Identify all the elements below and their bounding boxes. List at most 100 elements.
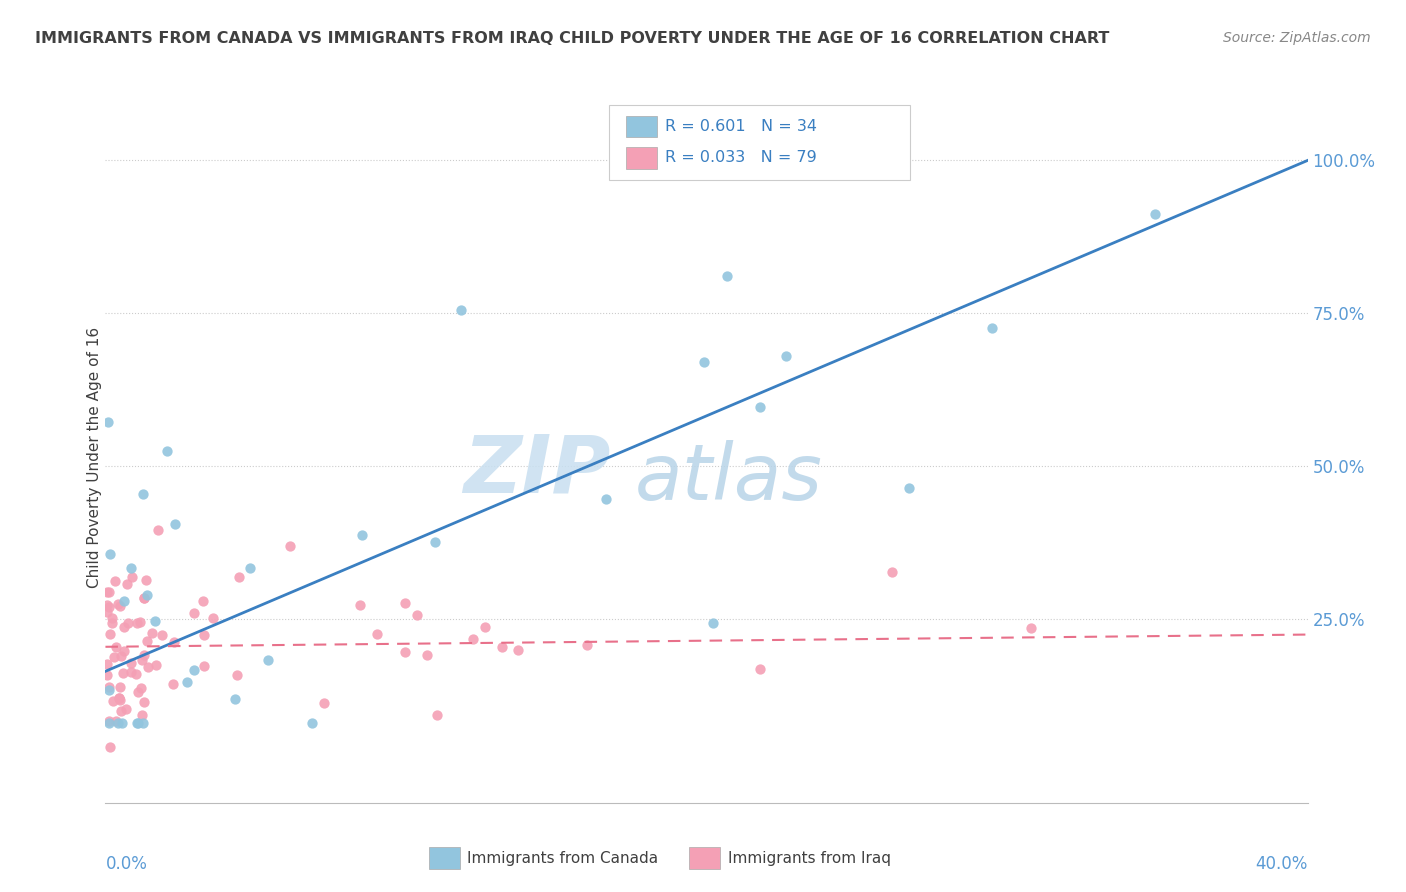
Point <box>125 716 148 731</box>
Point <box>117 615 139 630</box>
Point <box>120 656 142 670</box>
Point <box>1021 621 1043 635</box>
Point <box>406 607 429 622</box>
Point <box>193 628 215 642</box>
Point <box>98 740 121 755</box>
Point <box>117 576 139 591</box>
Point <box>880 565 903 579</box>
Point <box>97 416 120 430</box>
Point <box>131 708 153 723</box>
Point <box>107 691 129 706</box>
Text: R = 0.601   N = 34: R = 0.601 N = 34 <box>665 120 817 134</box>
Point <box>228 569 250 583</box>
Point <box>193 658 215 673</box>
Point <box>120 665 142 679</box>
Point <box>183 663 205 677</box>
Point <box>749 401 772 415</box>
Point <box>96 598 118 612</box>
Point <box>150 628 173 642</box>
Point <box>127 716 149 731</box>
Point <box>135 573 157 587</box>
Text: Immigrants from Canada: Immigrants from Canada <box>467 851 658 865</box>
Point <box>96 657 118 671</box>
Point <box>201 611 224 625</box>
Point <box>506 643 529 657</box>
Point <box>162 676 184 690</box>
Point <box>349 598 371 612</box>
Point <box>107 716 129 731</box>
Text: R = 0.033   N = 79: R = 0.033 N = 79 <box>665 151 817 165</box>
Point <box>96 584 118 599</box>
Point <box>576 638 599 652</box>
Point <box>163 635 186 649</box>
Point <box>981 321 1004 335</box>
Text: Immigrants from Iraq: Immigrants from Iraq <box>728 851 891 865</box>
Point <box>104 574 127 589</box>
Point <box>474 619 496 633</box>
Text: atlas: atlas <box>634 440 823 516</box>
Point <box>120 560 142 574</box>
Point <box>1143 207 1166 221</box>
Point <box>775 349 797 363</box>
Point <box>156 443 179 458</box>
Point <box>108 680 131 694</box>
Point <box>111 716 134 731</box>
Point <box>132 716 155 731</box>
Point <box>145 658 167 673</box>
Text: IMMIGRANTS FROM CANADA VS IMMIGRANTS FROM IRAQ CHILD POVERTY UNDER THE AGE OF 16: IMMIGRANTS FROM CANADA VS IMMIGRANTS FRO… <box>35 31 1109 46</box>
Point <box>136 588 159 602</box>
Point <box>132 695 155 709</box>
Point <box>191 594 214 608</box>
Point <box>96 668 118 682</box>
Point <box>110 648 132 663</box>
Text: 40.0%: 40.0% <box>1256 855 1308 872</box>
Point <box>702 615 724 630</box>
Point <box>143 614 166 628</box>
Point <box>256 653 278 667</box>
Point <box>97 681 120 695</box>
Text: ZIP: ZIP <box>463 432 610 510</box>
Point <box>301 716 323 731</box>
Point <box>394 596 416 610</box>
Point <box>134 591 156 605</box>
Point <box>226 668 249 682</box>
Point <box>112 665 135 680</box>
Point <box>491 640 513 654</box>
Point <box>125 666 148 681</box>
Point <box>103 649 125 664</box>
Point <box>426 707 449 722</box>
Point <box>103 694 125 708</box>
Point <box>898 481 921 495</box>
Point <box>312 696 335 710</box>
Point <box>224 692 246 706</box>
Point <box>115 702 138 716</box>
Point <box>366 627 388 641</box>
Point <box>692 355 714 369</box>
Point <box>748 662 770 676</box>
Point <box>176 675 198 690</box>
Point <box>98 600 121 615</box>
Point <box>146 523 169 537</box>
Point <box>121 570 143 584</box>
Point <box>98 627 121 641</box>
Point <box>98 682 121 697</box>
Point <box>112 620 135 634</box>
Point <box>98 547 121 561</box>
Text: Source: ZipAtlas.com: Source: ZipAtlas.com <box>1223 31 1371 45</box>
Point <box>131 653 153 667</box>
Point <box>416 648 439 663</box>
Point <box>100 615 122 630</box>
Point <box>105 640 128 654</box>
Point <box>132 648 155 662</box>
Point <box>394 645 416 659</box>
Point <box>127 685 149 699</box>
Point <box>136 660 159 674</box>
Point <box>132 487 155 501</box>
Point <box>97 584 120 599</box>
Point <box>104 714 127 728</box>
Point <box>183 607 205 621</box>
Point <box>595 492 617 507</box>
Y-axis label: Child Poverty Under the Age of 16: Child Poverty Under the Age of 16 <box>87 326 101 588</box>
Point <box>132 591 155 605</box>
Point <box>112 643 135 657</box>
